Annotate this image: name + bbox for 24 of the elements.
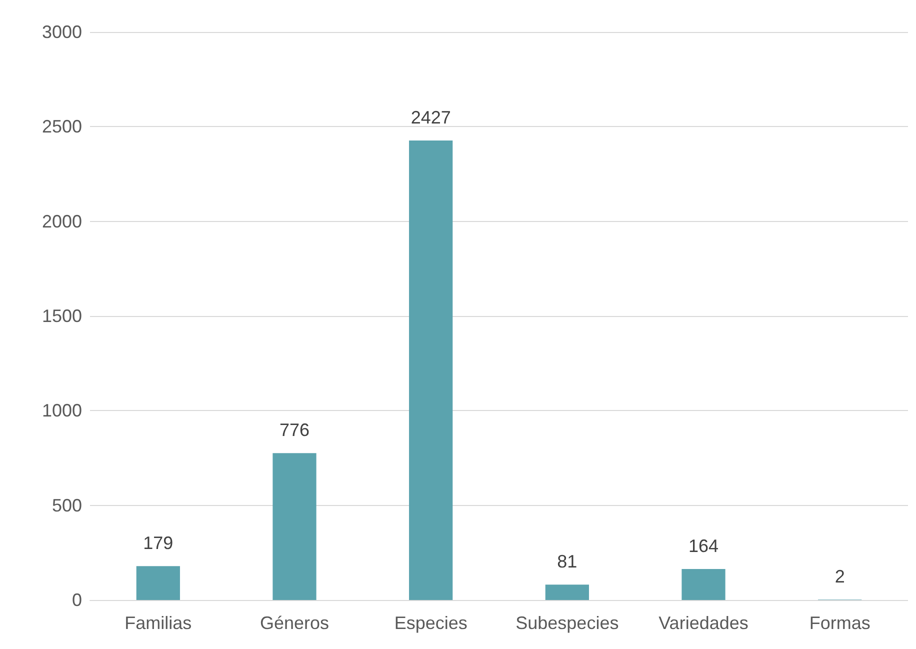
- y-tick-label: 1500: [42, 306, 82, 326]
- y-tick-label: 500: [52, 495, 82, 516]
- x-tick-label: Variedades: [658, 613, 748, 633]
- y-tick-label: 1000: [42, 400, 82, 421]
- data-label: 81: [557, 552, 578, 572]
- data-label: 179: [143, 533, 174, 554]
- bar: [409, 140, 453, 600]
- y-tick-label: 2500: [42, 116, 82, 137]
- data-label: 2: [834, 566, 845, 587]
- bar: [136, 566, 180, 600]
- y-tick-label: 2000: [42, 211, 82, 232]
- x-tick-label: Formas: [809, 613, 870, 633]
- y-tick-label: 0: [72, 590, 82, 610]
- bar: [545, 584, 589, 600]
- x-tick-label: Especies: [394, 613, 468, 633]
- x-tick-label: Subespecies: [516, 613, 619, 633]
- bar: [682, 568, 726, 600]
- x-tick-label: Familias: [124, 613, 192, 633]
- data-label: 2427: [410, 107, 451, 128]
- bar: [272, 453, 316, 600]
- x-tick-label: Géneros: [260, 613, 330, 633]
- y-tick-label: 3000: [42, 22, 82, 42]
- data-label: 776: [279, 420, 310, 440]
- data-label: 164: [688, 536, 719, 556]
